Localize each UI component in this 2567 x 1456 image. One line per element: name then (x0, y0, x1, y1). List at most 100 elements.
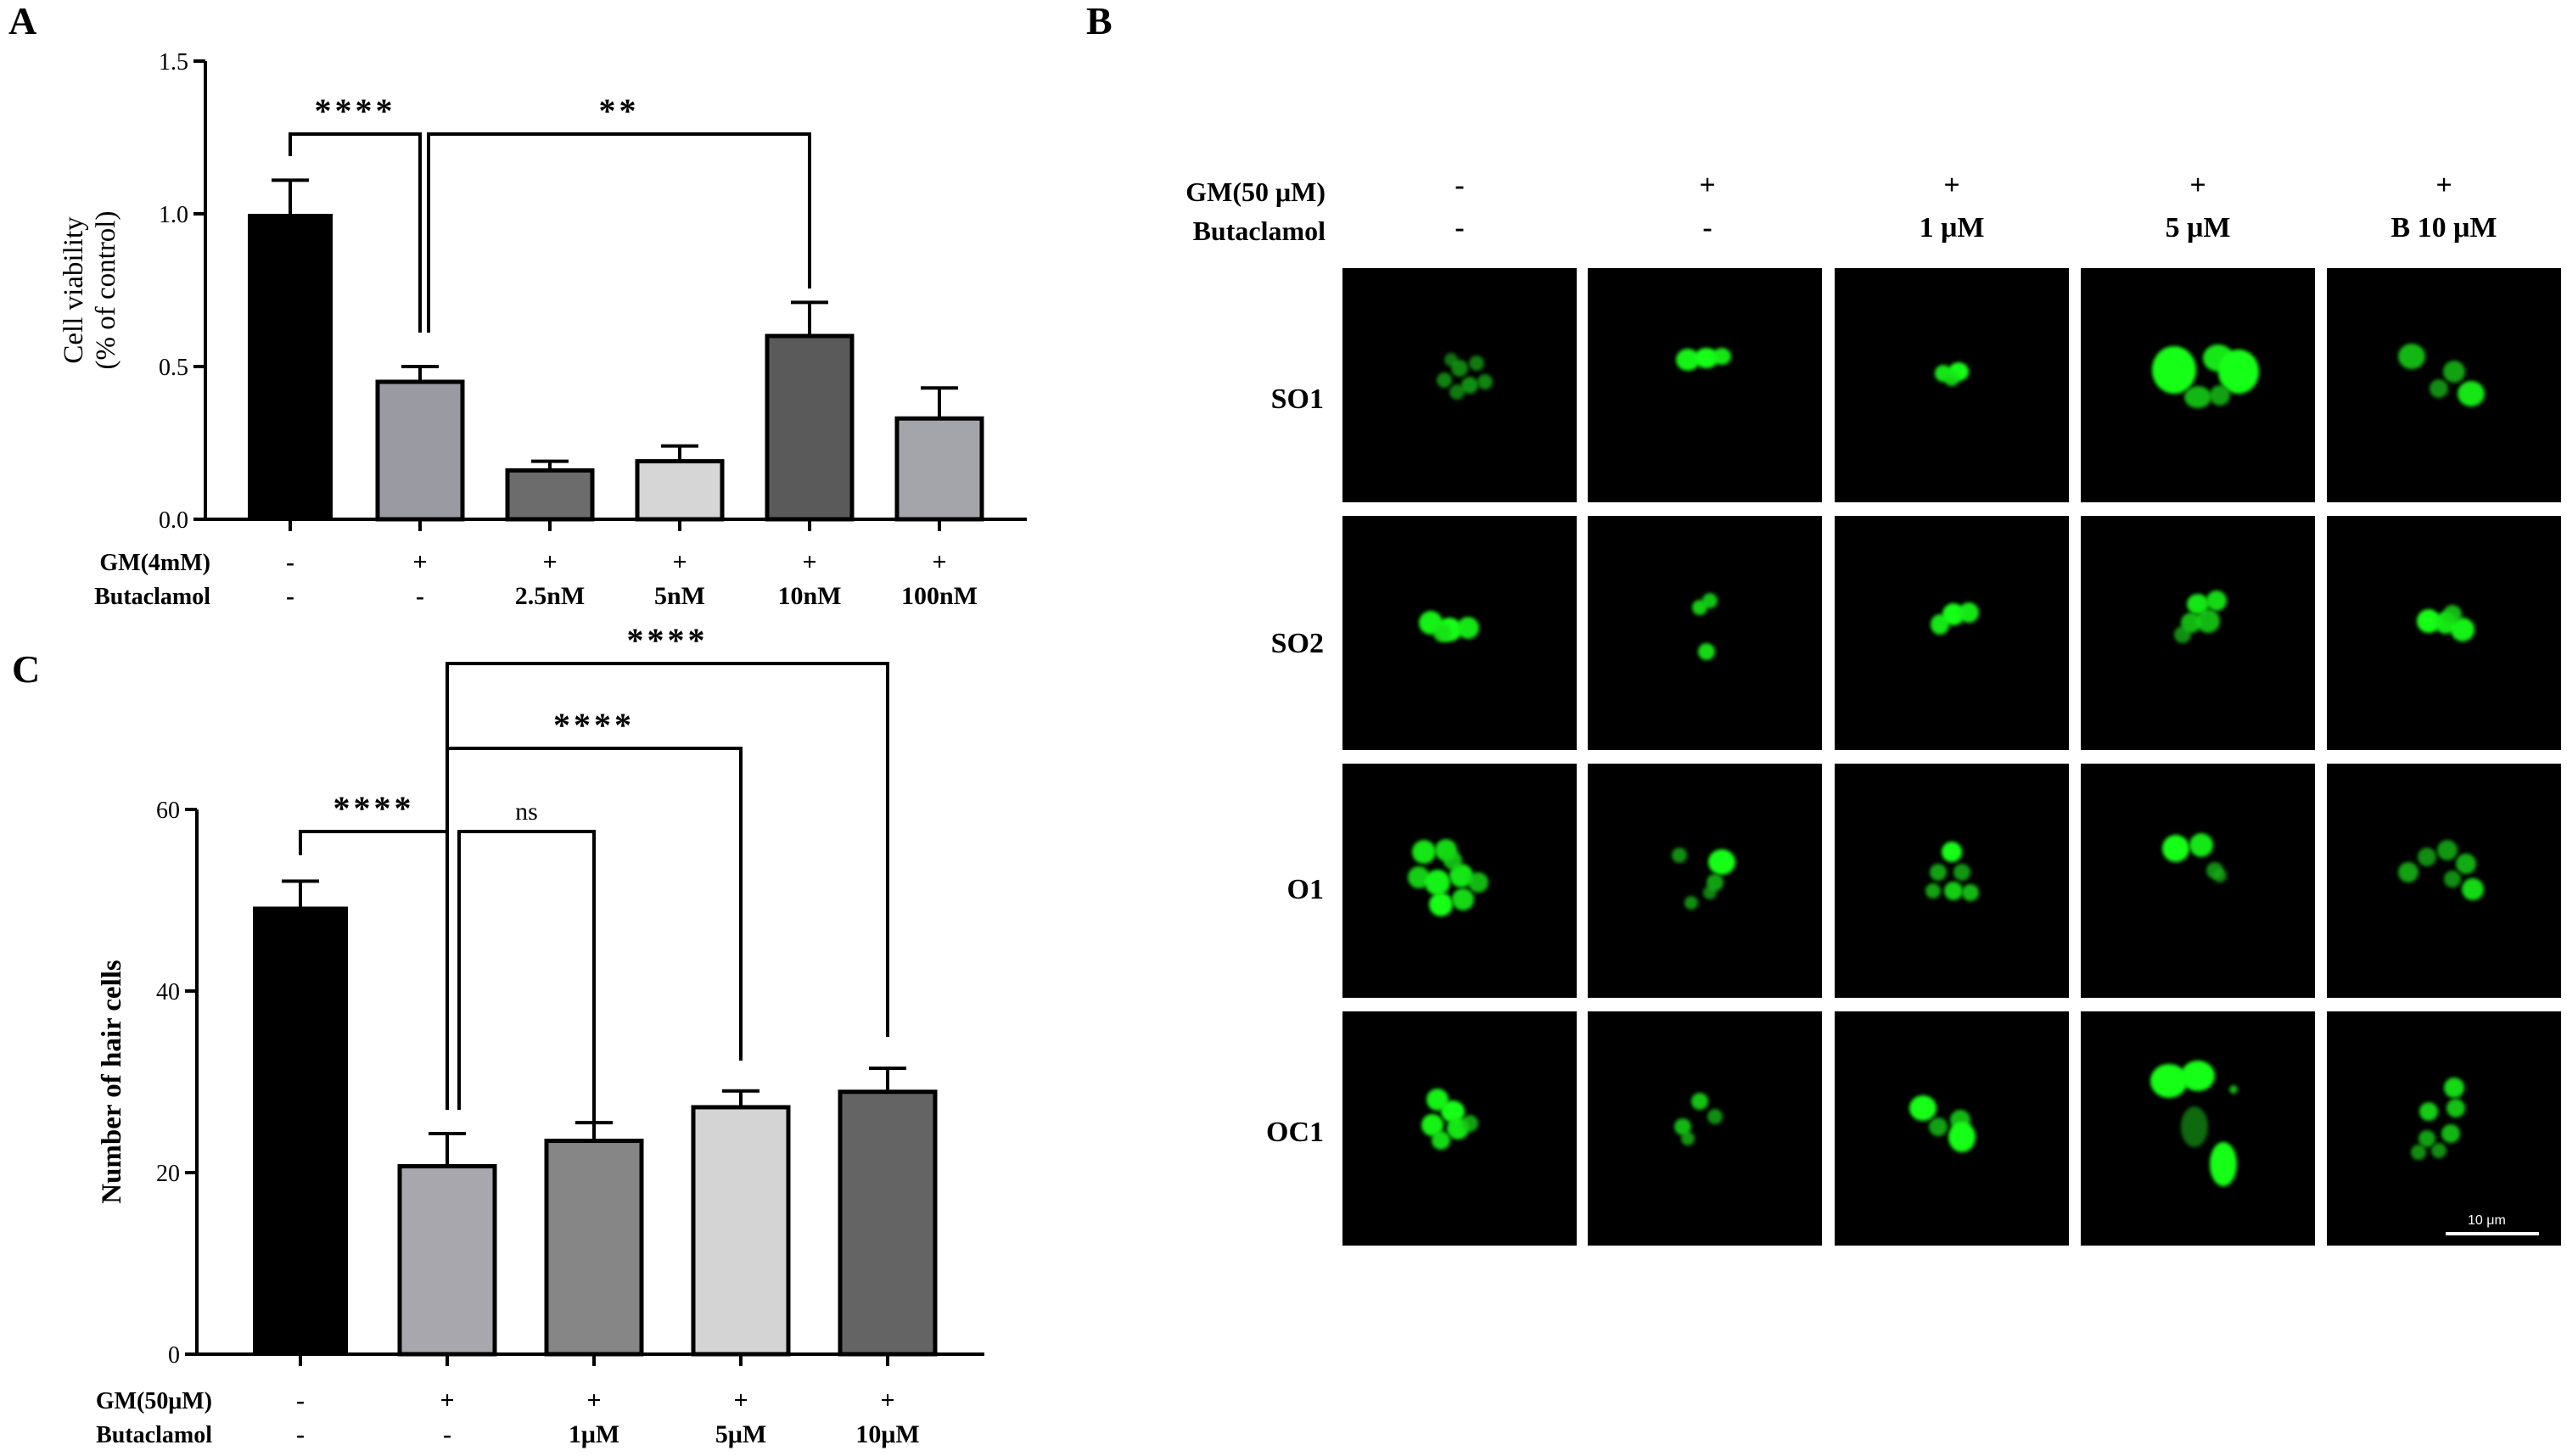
micrograph-image (2417, 605, 2475, 641)
bar (691, 1105, 791, 1357)
micrograph-image (2174, 591, 2227, 643)
condition-gm-label: GM(4mM) (99, 550, 210, 576)
fluorescent-cell (1691, 1093, 1708, 1110)
fluorescent-cell (2218, 350, 2259, 394)
fluorescent-cell (2443, 361, 2465, 383)
fluorescent-cell (2162, 835, 2189, 862)
significance-bracket (457, 830, 596, 1127)
condition-gm-value: + (586, 1386, 601, 1414)
micrograph-cell (2081, 268, 2315, 502)
fluorescent-cell (2398, 344, 2425, 369)
y-tick-label: 40 (156, 979, 180, 1005)
fluorescent-cell (1469, 356, 1484, 371)
fluorescent-cell (2419, 1102, 2438, 1121)
micrograph-image (1676, 348, 1731, 371)
fluorescent-cell (2462, 878, 2484, 900)
gm-condition-value: + (2189, 170, 2206, 201)
fluorescent-cell (1929, 1117, 1948, 1136)
fluorescent-cell (2184, 386, 2211, 408)
fluorescent-cell (1449, 384, 1465, 400)
significance-bracket (446, 662, 889, 1110)
micrograph-image (1674, 1093, 1723, 1145)
fluorescent-cell (2446, 1099, 2465, 1117)
micrograph-cell (1835, 764, 2069, 998)
fluorescent-cell (1944, 371, 1959, 386)
fluorescent-cell (1432, 1131, 1450, 1150)
condition-butaclamol-label: Butaclamol (96, 1422, 212, 1448)
fluorescent-cell (2187, 594, 2209, 614)
fluorescent-cell (1942, 842, 1962, 862)
fluorescent-cell (2444, 1078, 2464, 1098)
bar (375, 379, 465, 522)
condition-gm-value: + (412, 548, 427, 576)
micrograph-cell (1835, 268, 2069, 502)
significance-bracket (289, 132, 422, 333)
fluorescent-cell (2152, 346, 2196, 394)
fluorescent-cell (1449, 864, 1473, 888)
fluorescent-cell (1962, 884, 1979, 901)
significance-label: ** (599, 92, 640, 130)
fluorescent-cell (1925, 883, 1941, 899)
fluorescent-cell (1959, 602, 1979, 623)
fluorescent-cell (1441, 1100, 1465, 1123)
y-tick-label: 1.0 (159, 202, 188, 228)
bar (505, 468, 595, 522)
fluorescent-cell (1712, 348, 1731, 365)
gm-condition-value: + (1943, 170, 1960, 201)
fluorescent-cell (1433, 624, 1452, 642)
panel-c-letter: C (12, 647, 41, 691)
condition-butaclamol-value: 5nM (654, 582, 705, 610)
micrograph-image (2398, 840, 2484, 900)
fluorescent-cell (1684, 896, 1698, 910)
fluorescent-cell (2418, 848, 2436, 866)
fluorescent-cell (1681, 1132, 1695, 1145)
fluorescent-cell (1703, 886, 1717, 899)
butaclamol-condition-label: Butaclamol (1192, 216, 1326, 246)
y-axis-label: Cell viability (59, 216, 89, 364)
fluorescent-cell (1702, 593, 1718, 608)
micrograph-image (2152, 344, 2259, 408)
fluorescent-cell (1698, 643, 1715, 660)
fluorescent-cell (1468, 872, 1488, 893)
butaclamol-condition-value: 1 μM (1919, 212, 1985, 244)
gm-condition-value: - (1454, 170, 1465, 201)
micrograph-image (1672, 848, 1735, 910)
fluorescent-cell (1426, 1089, 1449, 1111)
bar (253, 906, 348, 1354)
condition-gm-value: - (296, 1386, 305, 1414)
condition-gm-value: + (802, 548, 816, 576)
fluorescent-cell (1695, 348, 1718, 368)
bar (635, 459, 725, 522)
fluorescent-cell (1953, 864, 1970, 881)
micrograph-image (2162, 833, 2227, 882)
fluorescent-cell (2451, 618, 2475, 641)
fluorescent-cell (2213, 869, 2227, 882)
fluorescent-cell (1672, 848, 1687, 863)
condition-gm-value: + (542, 548, 557, 576)
fluorescent-cell (2206, 591, 2227, 611)
micrograph-cell (1342, 764, 1577, 998)
fluorescent-cell (2444, 871, 2461, 888)
condition-butaclamol-value: 10nM (778, 582, 842, 610)
fluorescent-cell (2210, 1142, 2237, 1186)
fluorescent-cell (2174, 626, 2191, 643)
fluorescent-cell (2210, 385, 2230, 406)
panel-a-chart: 0.0 0.5 1.0 1.5 Cell viability (% of control)… (59, 49, 1027, 610)
gm-condition-value: + (2435, 170, 2452, 201)
micrograph-image (1692, 593, 1718, 660)
y-tick-label: 0.0 (159, 507, 188, 534)
micrograph-cell (1588, 1011, 1822, 1246)
micrograph-cell (1588, 268, 1822, 502)
fluorescent-cell (1443, 851, 1462, 870)
fluorescent-cell (2181, 1061, 2215, 1091)
fluorescent-cell (1461, 377, 1478, 394)
panel-c-chart: 0 20 40 60 Number of hair cells - - + - +1μM +5μM +… (96, 621, 984, 1448)
condition-butaclamol-value: - (286, 582, 294, 610)
fluorescent-cell (2456, 854, 2476, 874)
condition-butaclamol-label: Butaclamol (94, 584, 210, 610)
significance-label: **** (627, 621, 709, 659)
fluorescent-cell (2411, 1145, 2426, 1160)
micrograph-cell (1588, 764, 1822, 998)
fluorescent-cell (1676, 349, 1700, 371)
bar (397, 1164, 497, 1357)
